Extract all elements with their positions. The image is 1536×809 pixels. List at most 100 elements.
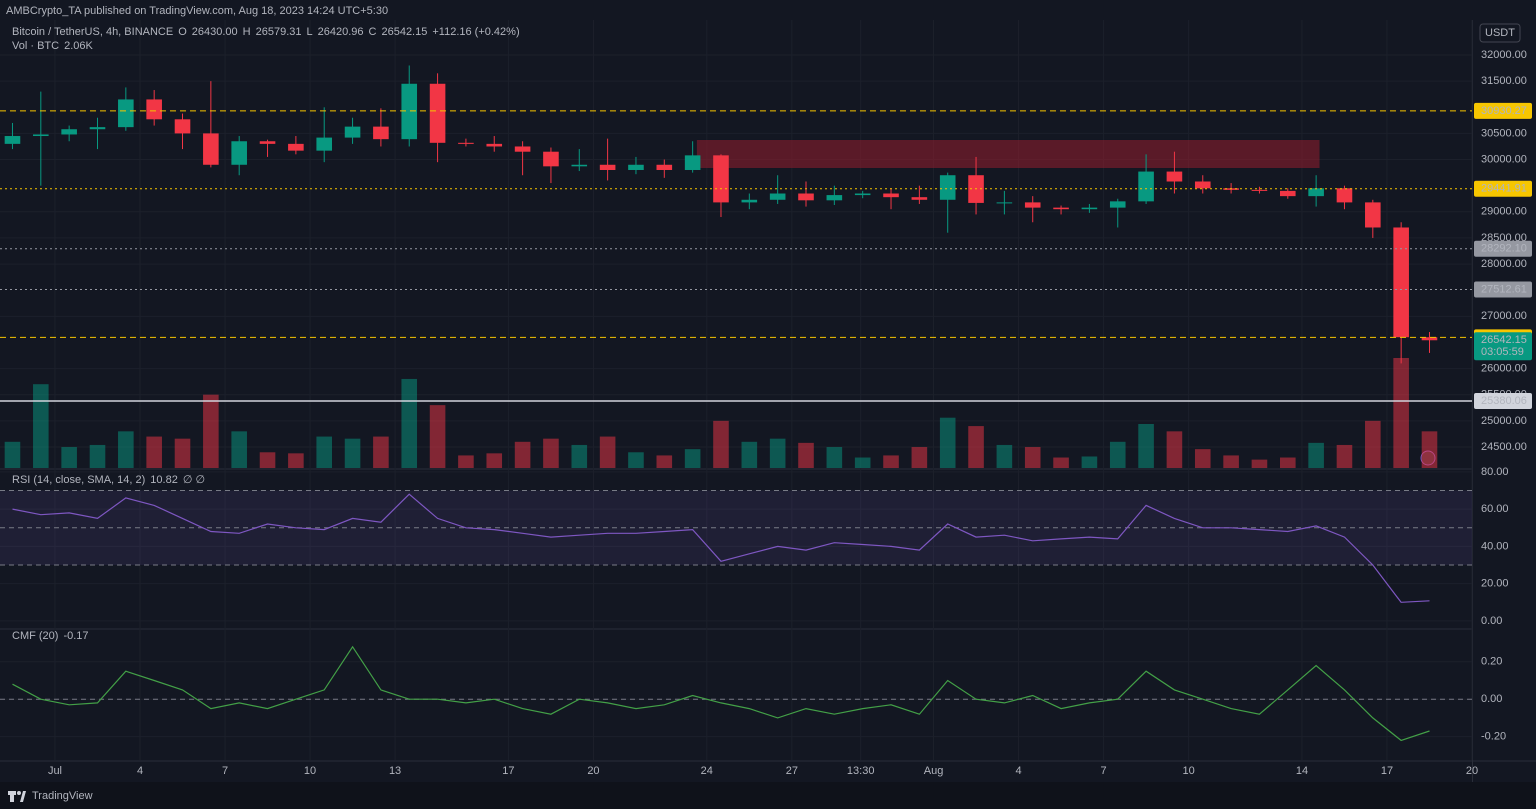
- candle-body: [1393, 227, 1409, 338]
- y-tick-label: 32000.00: [1481, 49, 1527, 61]
- indicator-line: [12, 645, 1430, 742]
- volume-bar: [1194, 449, 1211, 468]
- volume-bar: [628, 452, 644, 468]
- last-price-tag: [1474, 332, 1532, 361]
- brand-text: TradingView: [32, 790, 93, 802]
- candle-body: [61, 129, 77, 135]
- candle-body: [939, 175, 956, 200]
- symbol-title: Bitcoin / TetherUS, 4h, BINANCE: [12, 26, 173, 38]
- candle-body: [1053, 207, 1069, 210]
- candle-body: [571, 164, 588, 167]
- volume-bar: [968, 426, 984, 468]
- volume-bar: [656, 455, 673, 468]
- x-tick-label: 10: [1182, 765, 1194, 777]
- level-label: 27512.61: [1481, 283, 1527, 295]
- volume-bar: [118, 431, 134, 468]
- countdown-label: 03:05:59: [1481, 346, 1524, 358]
- x-tick-label: 17: [1381, 765, 1393, 777]
- candle-body: [1279, 190, 1296, 197]
- level-label: 28292.10: [1481, 243, 1527, 255]
- level-tag: [1474, 180, 1532, 197]
- x-tick-label: 20: [587, 765, 599, 777]
- x-tick-label: 20: [1466, 765, 1478, 777]
- ohlc-value: 26430.00: [192, 26, 238, 38]
- x-tick-label: 17: [502, 765, 514, 777]
- volume-bar: [854, 457, 871, 468]
- level-tag: [1474, 281, 1532, 298]
- volume-bar: [571, 444, 588, 468]
- volume-bar: [1251, 459, 1268, 468]
- volume-bar: [61, 447, 77, 468]
- brand-logo: [8, 791, 26, 802]
- volume-bar: [1365, 420, 1381, 468]
- candle-body: [1138, 171, 1154, 202]
- candle-body: [1081, 207, 1098, 210]
- y-tick-label: -0.20: [1481, 731, 1506, 743]
- y-tick-label: 0.20: [1481, 656, 1502, 668]
- x-tick-label: Jul: [48, 765, 62, 777]
- volume-bar: [288, 453, 304, 468]
- volume-bar: [401, 378, 418, 468]
- y-tick-label: 24500.00: [1481, 441, 1527, 453]
- candle-body: [231, 141, 247, 165]
- volume-bar: [939, 417, 956, 468]
- candle-body: [1308, 188, 1324, 197]
- volume-bar: [174, 438, 191, 468]
- candle-body: [1109, 201, 1126, 208]
- candle-body: [1024, 202, 1041, 208]
- candle-body: [486, 143, 503, 147]
- footer: [0, 782, 1536, 809]
- level-tag: [1474, 392, 1532, 409]
- volume-bar: [883, 455, 899, 468]
- volume-bar: [1166, 431, 1183, 468]
- candle-body: [458, 142, 474, 144]
- ohlc-value: 26579.31: [256, 26, 302, 38]
- unit-label: USDT: [1485, 27, 1515, 39]
- level-tag: [1474, 240, 1532, 257]
- volume-bar: [1421, 431, 1438, 468]
- x-tick-label: 14: [1296, 765, 1308, 777]
- candle-body: [911, 197, 928, 200]
- candle-body: [429, 83, 446, 143]
- volume-bar: [996, 444, 1013, 468]
- volume-bar: [1223, 455, 1239, 468]
- candle-body: [316, 137, 333, 151]
- y-tick-label: 30000.00: [1481, 153, 1527, 165]
- rsi-value: 10.82: [150, 474, 178, 486]
- x-tick-label: 24: [701, 765, 713, 777]
- ohlc-value: 26420.96: [318, 26, 364, 38]
- y-tick-label: 27000.00: [1481, 310, 1527, 322]
- x-tick-label: Aug: [924, 765, 944, 777]
- candle-body: [174, 119, 191, 134]
- publisher-text: AMBCrypto_TA published on TradingView.co…: [6, 5, 388, 17]
- candle-body: [146, 99, 162, 120]
- candle-body: [1166, 171, 1183, 182]
- candle-body: [259, 141, 276, 144]
- candle-body: [883, 193, 899, 198]
- volume-bar: [1336, 444, 1353, 468]
- level-label: 29441.91: [1481, 183, 1527, 195]
- y-tick-label: 30500.00: [1481, 127, 1527, 139]
- candle-body: [798, 193, 814, 201]
- volume-bar: [429, 405, 446, 468]
- candle-body: [1365, 202, 1381, 228]
- volume-bar: [1024, 447, 1041, 468]
- x-tick-label: 27: [786, 765, 798, 777]
- level-label: 25380.06: [1481, 395, 1527, 407]
- candle-body: [769, 193, 786, 200]
- candle-body: [1421, 337, 1438, 341]
- cmf-value: -0.17: [63, 630, 88, 642]
- candle-body: [344, 126, 361, 138]
- candle-body: [741, 199, 758, 203]
- ohlc-key: O: [178, 26, 187, 38]
- candle-body: [713, 155, 729, 203]
- volume-value: 2.06K: [64, 40, 93, 52]
- volume-bar: [1138, 424, 1154, 468]
- candle-body: [401, 83, 418, 140]
- volume-bar: [4, 441, 21, 468]
- candle-body: [89, 127, 106, 130]
- unit-box: [1479, 23, 1521, 43]
